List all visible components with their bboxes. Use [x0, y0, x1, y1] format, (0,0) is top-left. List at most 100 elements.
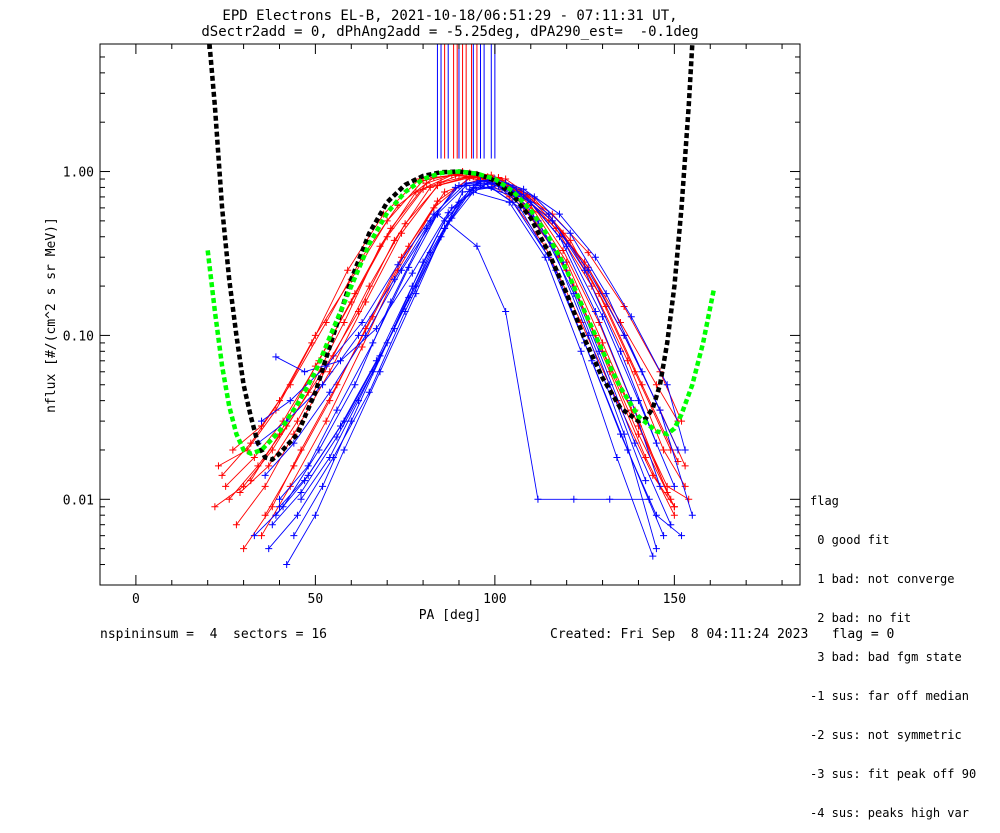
data-point [584, 249, 592, 257]
data-point [670, 511, 678, 519]
data-series [229, 169, 675, 454]
data-point [394, 261, 402, 269]
data-point [351, 381, 359, 389]
data-point [649, 471, 657, 479]
data-point [466, 173, 474, 181]
data-point [401, 220, 409, 228]
data-point [369, 339, 377, 347]
data-point [344, 266, 352, 274]
data-point [268, 521, 276, 529]
data-series [283, 188, 657, 569]
data-point [433, 197, 441, 205]
data-point [430, 204, 438, 212]
data-point [555, 210, 563, 218]
data-point [347, 298, 355, 306]
fit-layer [205, 44, 717, 462]
data-point [591, 307, 599, 315]
data-point [311, 331, 319, 339]
data-point [250, 532, 258, 540]
data-point [688, 511, 696, 519]
y-axis-label: nflux [#/(cm^2 s sr MeV)] [44, 217, 59, 413]
data-point [333, 406, 341, 414]
data-point [326, 397, 334, 405]
data-point [293, 417, 301, 425]
data-point [591, 253, 599, 261]
data-point [652, 545, 660, 553]
data-point [548, 217, 556, 225]
data-point [681, 482, 689, 490]
data-point [581, 266, 589, 274]
data-point [559, 246, 567, 254]
data-point [642, 453, 650, 461]
data-point [261, 471, 269, 479]
data-point [258, 417, 266, 425]
data-point [566, 236, 574, 244]
footer-left: nspininsum = 4 sectors = 16 [100, 627, 327, 642]
data-point [631, 439, 639, 447]
data-point [419, 185, 427, 193]
data-point [297, 495, 305, 503]
data-point [667, 521, 675, 529]
data-point [311, 511, 319, 519]
data-point [362, 298, 370, 306]
data-point [667, 495, 675, 503]
x-tick-label: 0 [132, 592, 140, 607]
data-point [681, 462, 689, 470]
data-point [638, 381, 646, 389]
data-point [261, 511, 269, 519]
x-tick-label: 50 [308, 592, 324, 607]
data-series [254, 177, 696, 519]
data-point [340, 446, 348, 454]
data-point [678, 532, 686, 540]
data-point [240, 545, 248, 553]
series-line [268, 186, 665, 549]
data-point [347, 417, 355, 425]
series-line [232, 172, 672, 451]
data-point [656, 482, 664, 490]
fit_black-curve [207, 44, 695, 462]
legend-item: -1 sus: far off median [810, 689, 969, 703]
data-point [337, 357, 345, 365]
data-point [405, 263, 413, 271]
series-line [275, 180, 657, 516]
data-series [275, 210, 653, 503]
series-line [257, 180, 693, 516]
data-point [613, 453, 621, 461]
data-point [469, 188, 477, 196]
data-point [660, 532, 668, 540]
data-point [660, 446, 668, 454]
data-point [667, 446, 675, 454]
data-point [229, 446, 237, 454]
data-point [232, 521, 240, 529]
data-point [337, 422, 345, 430]
data-point [670, 482, 678, 490]
data-point [638, 368, 646, 376]
data-point [265, 462, 273, 470]
data-point [326, 388, 334, 396]
data-point [372, 357, 380, 365]
data-point [577, 347, 585, 355]
data-point [358, 318, 366, 326]
data-point [570, 495, 578, 503]
data-point [358, 343, 366, 351]
data-point [441, 188, 449, 196]
data-layer [211, 44, 696, 569]
data-point [606, 495, 614, 503]
data-point [297, 489, 305, 497]
data-point [272, 511, 280, 519]
legend-item: -3 sus: fit peak off 90 [810, 767, 977, 781]
data-point [617, 347, 625, 355]
chart-title: EPD Electrons EL-B, 2021-10-18/06:51:29 … [222, 8, 678, 24]
data-point [545, 210, 553, 218]
data-point [674, 446, 682, 454]
axes-layer: 0 50 100 150 0.01 0.10 1.00 [63, 43, 801, 607]
data-point [652, 439, 660, 447]
data-point [286, 397, 294, 405]
data-point [354, 397, 362, 405]
legend-item: -4 sus: peaks high var [810, 806, 969, 820]
data-point [275, 495, 283, 503]
data-point [627, 313, 635, 321]
series-line [286, 191, 654, 565]
data-point [214, 462, 222, 470]
data-point [645, 495, 653, 503]
